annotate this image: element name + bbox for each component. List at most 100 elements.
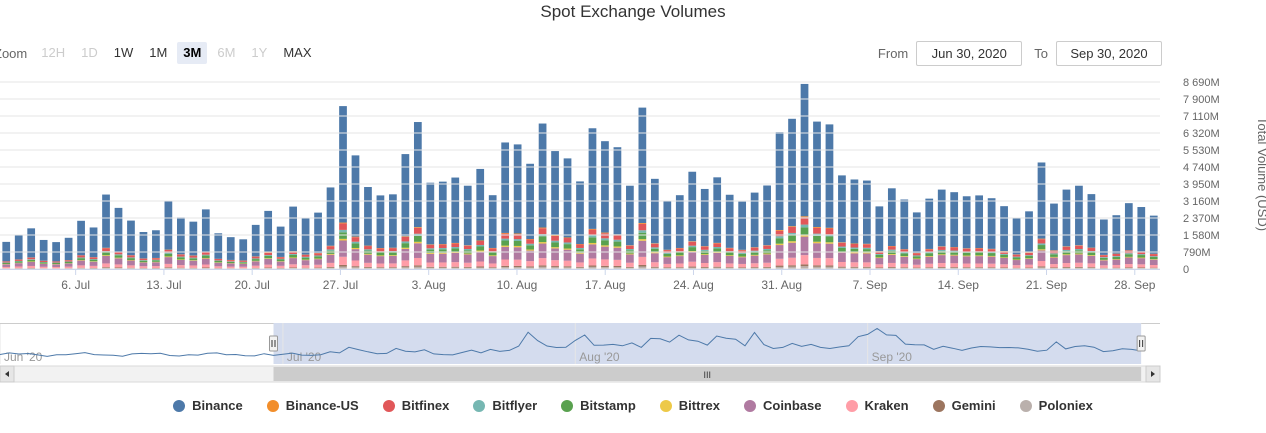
bar-segment-bittrex [339, 238, 347, 241]
bar-stack [513, 144, 522, 269]
legend-item-poloniex[interactable]: Poloniex [1019, 398, 1093, 413]
bar-segment-bittrex [438, 252, 447, 254]
bar-segment-gemini [501, 265, 510, 268]
bar-segment-kraken [813, 257, 821, 266]
navigator[interactable]: Jun '20 Jul '20 Aug '20 Sep '20 III [0, 323, 1161, 383]
zoom-button-6m[interactable]: 6M [211, 42, 241, 64]
legend-item-coinbase[interactable]: Coinbase [743, 398, 822, 413]
bar-segment-binance [688, 171, 697, 242]
bar-segment-gemini [825, 265, 834, 267]
legend-item-bitflyer[interactable]: Bitflyer [473, 398, 537, 413]
bar-segment-binance [389, 194, 397, 248]
bar-segment-coinbase [962, 256, 971, 264]
bar-segment-bitfinex [413, 227, 422, 234]
bar-stack [451, 177, 460, 269]
bar-stack [64, 237, 73, 269]
bar-segment-binance-us [513, 233, 522, 235]
bar-segment-poloniex [351, 267, 360, 269]
bar-segment-coinbase [800, 236, 809, 256]
bar-stack [813, 121, 821, 269]
legend-item-bitfinex[interactable]: Bitfinex [382, 398, 449, 413]
legend-item-binance-us[interactable]: Binance-US [266, 398, 359, 413]
bar-segment-bitflyer [364, 249, 372, 251]
bar-segment-bitstamp [276, 259, 285, 262]
zoom-button-1w[interactable]: 1W [108, 42, 140, 64]
bar-segment-bitfinex [551, 235, 559, 241]
bar-segment-binance [576, 181, 584, 245]
bar-segment-bittrex [638, 239, 647, 241]
bar-segment-bitstamp [152, 260, 160, 262]
bar-segment-binance [775, 132, 784, 230]
bar-segment-gemini [638, 264, 647, 267]
navigator-handle-left[interactable] [268, 335, 278, 352]
bar-segment-poloniex [401, 267, 410, 269]
bar-segment-bitfinex [613, 234, 622, 240]
bar-segment-binance [1012, 217, 1021, 255]
zoom-button-12h[interactable]: 12H [35, 42, 71, 64]
navigator-handle-box [268, 335, 278, 352]
bar-segment-bitstamp [638, 232, 647, 240]
bar-segment-binance [950, 192, 959, 248]
bar-stack [314, 212, 322, 269]
bar-segment-bitstamp [389, 252, 397, 256]
bar-segment-coinbase [426, 253, 435, 263]
zoom-button-1d[interactable]: 1D [75, 42, 104, 64]
bar-segment-bitfinex [351, 237, 360, 242]
bar-segment-bitstamp [962, 252, 971, 256]
bar-segment-coinbase [2, 264, 11, 267]
legend-marker [743, 399, 756, 412]
bar-segment-coinbase [1000, 258, 1008, 265]
bar-segment-bittrex [775, 243, 784, 246]
bar-segment-poloniex [451, 267, 460, 269]
bar-segment-bittrex [376, 255, 385, 257]
bar-segment-coinbase [64, 263, 73, 267]
plot-area[interactable] [2, 83, 1158, 269]
bar-stack [189, 221, 198, 269]
to-date-input[interactable]: Sep 30, 2020 [1056, 41, 1162, 66]
bar-segment-bitfinex [863, 244, 871, 248]
bar-segment-kraken [912, 264, 921, 268]
bar-segment-gemini [451, 266, 460, 268]
zoom-button-3m[interactable]: 3M [177, 42, 208, 64]
bar-segment-kraken [264, 264, 273, 268]
bar-segment-bitstamp [127, 258, 135, 261]
bar-segment-bitfinex [389, 248, 397, 252]
from-date-input[interactable]: Jun 30, 2020 [916, 41, 1023, 66]
scrollbar-thumb[interactable] [273, 367, 1142, 381]
bar-segment-bitstamp [700, 250, 709, 255]
bar-segment-poloniex [900, 267, 909, 269]
bar-segment-kraken [1149, 264, 1158, 268]
legend-item-kraken[interactable]: Kraken [845, 398, 909, 413]
bar-segment-binance-us [1037, 238, 1046, 240]
bar-segment-gemini [364, 266, 372, 268]
legend-item-binance[interactable]: Binance [173, 398, 243, 413]
legend-item-bitstamp[interactable]: Bitstamp [561, 398, 636, 413]
zoom-button-1m[interactable]: 1M [143, 42, 173, 64]
bar-segment-bittrex [626, 253, 634, 255]
zoom-button-max[interactable]: MAX [277, 42, 317, 64]
bar-stack [588, 128, 597, 269]
legend-item-bittrex[interactable]: Bittrex [659, 398, 720, 413]
bar-stack [626, 185, 634, 269]
bar-segment-kraken [176, 265, 185, 268]
legend-item-gemini[interactable]: Gemini [932, 398, 996, 413]
bar-segment-bitfinex [438, 244, 447, 249]
bar-segment-gemini [301, 267, 310, 269]
bar-segment-gemini [937, 267, 946, 268]
bar-segment-kraken [937, 263, 946, 268]
bar-segment-bittrex [1050, 256, 1058, 258]
bar-segment-bittrex [887, 254, 896, 255]
bar-segment-bitstamp [1149, 256, 1158, 260]
zoom-button-1y[interactable]: 1Y [245, 42, 273, 64]
bar-segment-kraken [364, 262, 372, 267]
bar-segment-kraken [713, 262, 722, 267]
bar-segment-bitflyer [937, 249, 946, 252]
bar-segment-kraken [825, 258, 834, 266]
bar-stack [576, 181, 584, 269]
navigator-handle-right[interactable] [1136, 335, 1146, 352]
bar-segment-bitstamp [551, 242, 559, 248]
bar-segment-poloniex [800, 266, 809, 269]
legend-label: Bitstamp [580, 398, 636, 413]
bar-segment-coinbase [52, 264, 60, 267]
bar-segment-bittrex [1075, 253, 1083, 255]
